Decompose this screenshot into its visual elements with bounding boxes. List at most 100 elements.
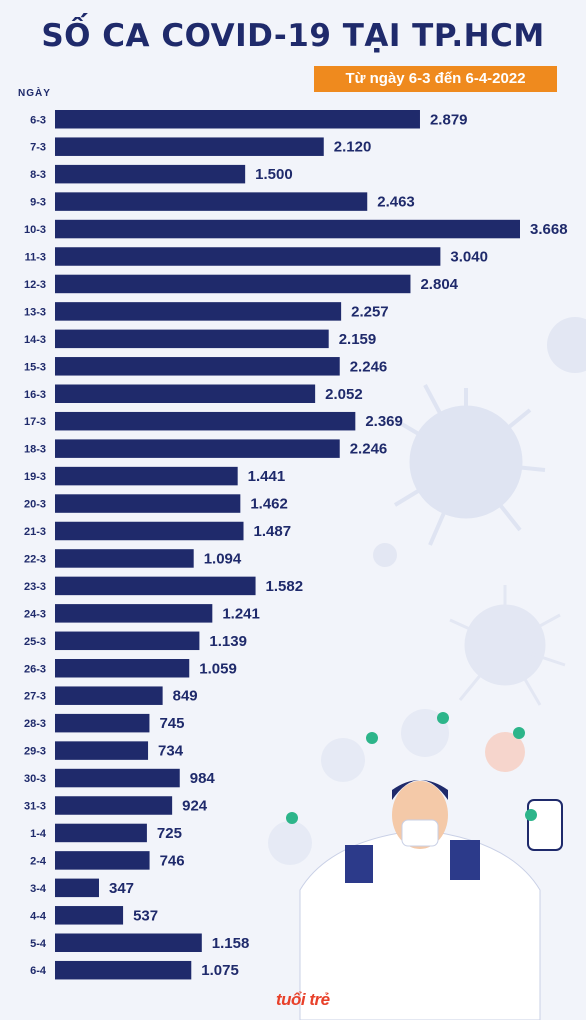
bar: [55, 659, 190, 678]
value-label: 746: [160, 852, 185, 869]
bar: [55, 219, 520, 239]
bar: [55, 631, 200, 651]
doctor-illustration: [268, 709, 563, 1020]
value-label: 924: [182, 798, 208, 815]
bar: [55, 274, 411, 294]
bar: [55, 768, 180, 788]
page-title: SỐ CA COVID-19 TẠI TP.HCM: [41, 18, 545, 54]
bar: [55, 796, 173, 815]
category-label: 5-4: [30, 938, 47, 950]
bar: [55, 439, 340, 458]
value-label: 2.159: [339, 331, 377, 348]
value-label: 2.246: [350, 441, 388, 458]
bar: [55, 110, 420, 129]
bar: [55, 576, 256, 596]
value-label: 1.158: [212, 935, 250, 952]
category-label: 16-3: [24, 389, 46, 401]
value-label: 3.040: [450, 249, 488, 266]
tuoi-tre-logo: tuổi trẻ: [276, 990, 330, 1009]
category-label: 29-3: [24, 746, 46, 758]
bar: [55, 878, 99, 898]
value-label: 849: [173, 688, 198, 705]
category-label: 27-3: [24, 691, 46, 703]
category-label: 26-3: [24, 663, 46, 675]
category-label: 17-3: [24, 416, 46, 428]
value-label: 1.139: [209, 633, 247, 650]
value-label: 2.052: [325, 386, 363, 403]
category-label: 2-4: [30, 855, 47, 867]
category-label: 6-4: [30, 965, 47, 977]
bar: [55, 247, 441, 266]
bar: [55, 329, 329, 349]
value-label: 3.668: [530, 221, 568, 238]
value-label: 537: [133, 907, 158, 924]
value-label: 725: [157, 825, 182, 842]
value-label: 2.246: [350, 358, 388, 375]
category-label: 7-3: [30, 142, 46, 154]
value-label: 734: [158, 743, 184, 760]
category-label: 18-3: [24, 444, 46, 456]
bar: [55, 549, 194, 568]
category-label: 31-3: [24, 801, 46, 813]
bar: [55, 466, 238, 486]
bar: [55, 192, 368, 211]
bar: [55, 686, 163, 705]
bar: [55, 302, 342, 321]
value-label: 2.120: [334, 139, 372, 156]
value-label: 2.879: [430, 111, 468, 128]
bar: [55, 521, 244, 541]
category-label: 3-4: [30, 883, 47, 895]
category-label: 4-4: [30, 910, 47, 922]
category-label: 24-3: [24, 608, 46, 620]
value-label: 1.094: [204, 550, 242, 567]
bar: [55, 164, 246, 184]
category-label: 8-3: [30, 169, 46, 181]
bar: [55, 960, 192, 980]
category-label: 15-3: [24, 361, 46, 373]
category-label: 12-3: [24, 279, 46, 291]
category-label: 25-3: [24, 636, 46, 648]
value-label: 1.582: [266, 578, 304, 595]
bar: [55, 741, 149, 760]
value-label: 1.241: [222, 605, 260, 622]
category-label: 30-3: [24, 773, 46, 785]
virus-icon: [449, 585, 566, 706]
virus-icon: [393, 384, 546, 546]
category-label: 28-3: [24, 718, 46, 730]
bar: [55, 713, 150, 733]
category-label: 23-3: [24, 581, 46, 593]
category-label: 13-3: [24, 306, 46, 318]
value-label: 1.075: [201, 962, 239, 979]
value-label: 2.463: [377, 194, 415, 211]
category-label: 10-3: [24, 224, 46, 236]
value-label: 1.059: [199, 660, 237, 677]
category-label: 22-3: [24, 553, 46, 565]
value-label: 1.441: [248, 468, 286, 485]
bar: [55, 411, 356, 431]
category-label: 11-3: [25, 252, 46, 264]
date-range-badge: Từ ngày 6-3 đến 6-4-2022: [314, 66, 557, 92]
y-axis-label: NGÀY: [18, 88, 51, 99]
category-label: 9-3: [30, 197, 46, 209]
value-label: 2.804: [420, 276, 458, 293]
bar: [55, 494, 241, 513]
value-label: 2.369: [365, 413, 403, 430]
category-label: 6-3: [30, 114, 46, 126]
category-label: 21-3: [24, 526, 46, 538]
value-label: 347: [109, 880, 134, 897]
value-label: 1.500: [255, 166, 293, 183]
bar: [55, 384, 316, 403]
category-label: 1-4: [30, 828, 47, 840]
value-label: 745: [159, 715, 184, 732]
bar: [55, 604, 213, 623]
value-label: 1.487: [254, 523, 292, 540]
bar: [55, 851, 150, 870]
bar: [55, 357, 340, 376]
value-label: 1.462: [250, 496, 288, 513]
value-label: 2.257: [351, 303, 389, 320]
category-label: 19-3: [24, 471, 46, 483]
category-label: 14-3: [24, 334, 46, 346]
bar: [55, 933, 202, 952]
